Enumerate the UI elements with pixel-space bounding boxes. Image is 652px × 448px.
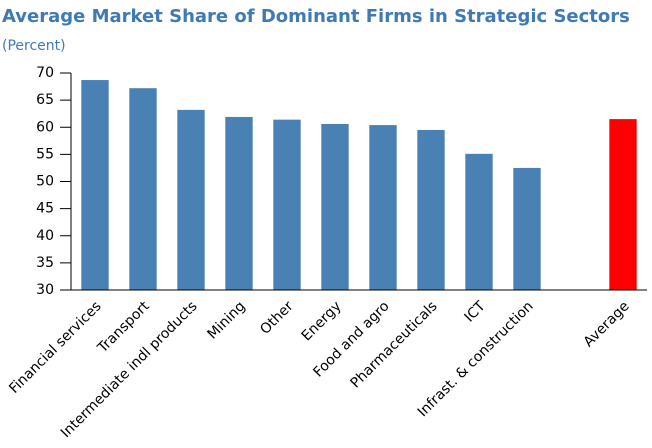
x-tick-label: Other bbox=[257, 298, 297, 338]
x-tick-label: Financial services bbox=[6, 298, 104, 396]
bar bbox=[609, 119, 637, 290]
bar bbox=[513, 167, 541, 290]
x-tick-label: Energy bbox=[299, 298, 345, 344]
bar bbox=[417, 129, 445, 290]
y-tick-label: 65 bbox=[36, 92, 54, 108]
bar bbox=[225, 116, 253, 290]
x-tick-label: Average bbox=[581, 298, 633, 350]
y-tick-label: 40 bbox=[36, 228, 54, 244]
bar bbox=[369, 125, 397, 290]
x-tick-label: Mining bbox=[204, 298, 248, 342]
y-tick-label: 35 bbox=[36, 255, 54, 271]
chart-title: Average Market Share of Dominant Firms i… bbox=[2, 6, 630, 27]
bar bbox=[81, 80, 109, 291]
bar bbox=[177, 109, 205, 290]
x-tick-label: Pharmaceuticals bbox=[348, 298, 441, 391]
y-tick-label: 60 bbox=[36, 119, 54, 135]
y-tick-label: 30 bbox=[36, 282, 54, 298]
bar bbox=[273, 119, 301, 290]
y-tick-label: 50 bbox=[36, 174, 54, 190]
bar bbox=[321, 123, 349, 291]
bar bbox=[129, 88, 157, 290]
y-tick-label: 55 bbox=[36, 146, 54, 162]
x-tick-label: ICT bbox=[461, 298, 489, 326]
y-tick-label: 70 bbox=[36, 65, 54, 81]
y-tick-label: 45 bbox=[36, 201, 54, 217]
bar bbox=[465, 153, 493, 290]
chart-subtitle: (Percent) bbox=[2, 38, 66, 54]
